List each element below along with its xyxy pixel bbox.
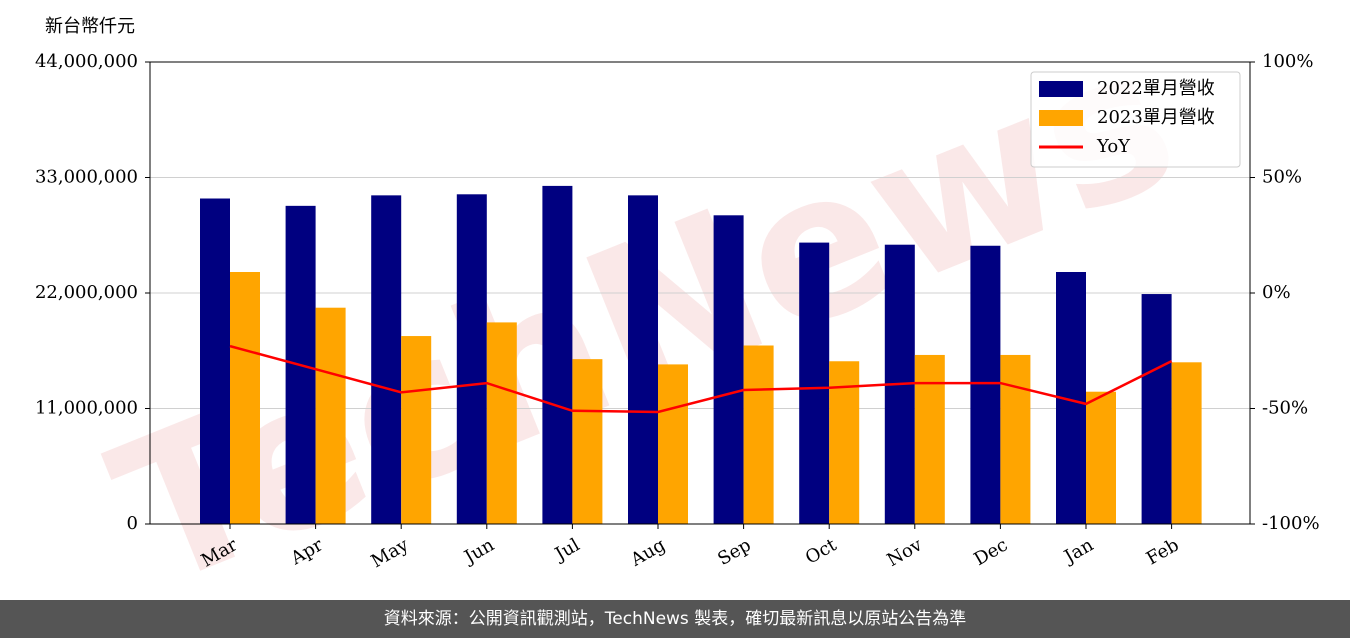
bar (486, 322, 517, 524)
x-tick-label: Jul (550, 534, 584, 566)
y-tick-label: 11,000,000 (35, 398, 138, 419)
bar (658, 364, 688, 524)
footer-bar (0, 600, 1350, 638)
x-tick-label: Feb (1143, 534, 1183, 569)
x-tick-label: Jun (459, 534, 498, 569)
bar (401, 336, 432, 524)
x-tick-label: Nov (883, 534, 926, 571)
y2-tick-label: 0% (1262, 282, 1291, 303)
y2-tick-label: 100% (1262, 51, 1313, 72)
bar (713, 215, 744, 525)
y-tick-label: 0 (127, 513, 138, 534)
bar (914, 354, 945, 524)
legend-label: YoY (1096, 136, 1131, 157)
unit-label: 新台幣仟元 (45, 16, 135, 37)
bar (1171, 362, 1202, 524)
legend-swatch (1039, 110, 1083, 126)
yoy-line (229, 344, 1173, 414)
legend-swatch (1039, 81, 1083, 97)
bar (315, 307, 346, 524)
y-tick-label: 44,000,000 (35, 51, 138, 72)
bar (799, 242, 830, 524)
bar (230, 272, 260, 524)
x-tick-label: Jan (1059, 534, 1097, 568)
plot-frame (149, 61, 1251, 525)
source-note: 資料來源：公開資訊觀測站，TechNews 製表，確切最新訊息以原站公告為準 (384, 609, 966, 629)
y2-tick-label: -50% (1262, 398, 1308, 419)
x-tick-label: Sep (714, 534, 754, 569)
x-tick-label: Dec (970, 534, 1011, 570)
bar (970, 245, 1001, 524)
bar (371, 195, 402, 524)
y-tick-label: 22,000,000 (35, 282, 138, 303)
y-tick-label: 33,000,000 (35, 167, 138, 188)
bar (1141, 294, 1172, 524)
bar (628, 195, 658, 524)
bar (743, 345, 774, 524)
bar (200, 198, 230, 524)
bar (456, 194, 487, 525)
bar (1000, 354, 1031, 524)
y2-tick-label: -100% (1262, 513, 1320, 534)
bar (572, 359, 603, 524)
x-tick-label: Oct (802, 534, 841, 569)
legend-box (1030, 71, 1241, 168)
y2-tick-label: 50% (1262, 167, 1302, 188)
x-tick-label: Aug (626, 534, 669, 571)
legend-label: 2023單月營收 (1097, 107, 1215, 128)
legend-label: 2022單月營收 (1097, 78, 1215, 99)
bar (542, 185, 573, 524)
bar (1086, 391, 1116, 524)
